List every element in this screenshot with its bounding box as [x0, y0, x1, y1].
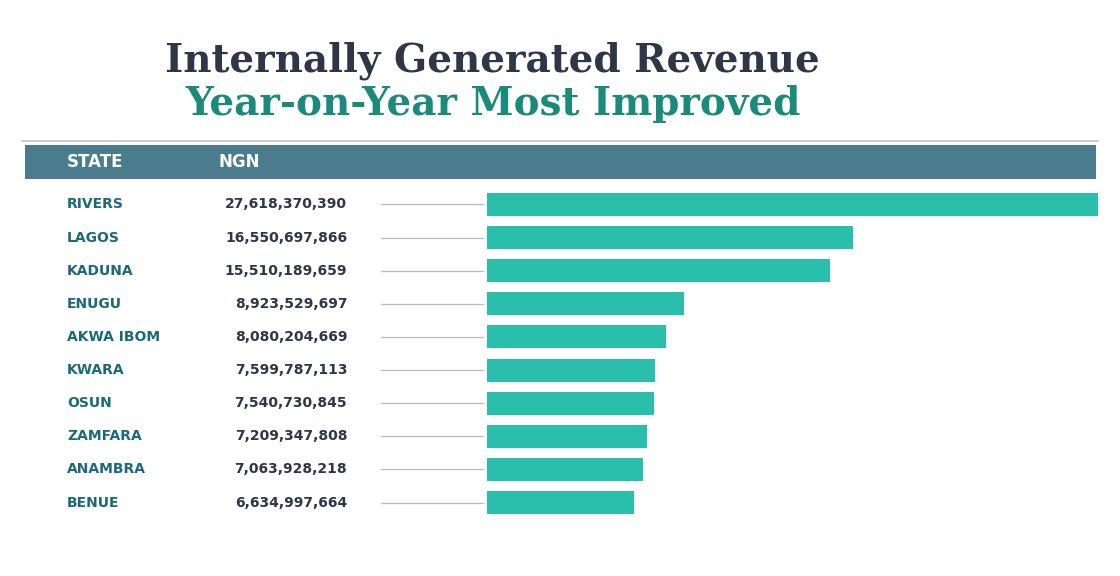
FancyBboxPatch shape: [25, 145, 1096, 179]
FancyBboxPatch shape: [487, 491, 634, 514]
Text: LAGOS: LAGOS: [67, 230, 120, 245]
Text: KWARA: KWARA: [67, 363, 124, 377]
Text: 7,209,347,808: 7,209,347,808: [235, 429, 347, 444]
Text: AKWA IBOM: AKWA IBOM: [67, 330, 160, 344]
Text: 27,618,370,390: 27,618,370,390: [225, 198, 347, 211]
Text: 6,634,997,664: 6,634,997,664: [235, 495, 347, 510]
Text: KADUNA: KADUNA: [67, 264, 133, 278]
Text: ANAMBRA: ANAMBRA: [67, 463, 147, 476]
Text: OSUN: OSUN: [67, 396, 112, 410]
Text: 8,080,204,669: 8,080,204,669: [235, 330, 347, 344]
Text: STATE: STATE: [67, 153, 123, 171]
Text: 16,550,697,866: 16,550,697,866: [225, 230, 347, 245]
FancyBboxPatch shape: [487, 425, 646, 448]
Text: NGN: NGN: [218, 153, 260, 171]
FancyBboxPatch shape: [487, 392, 654, 415]
FancyBboxPatch shape: [487, 226, 853, 249]
Text: 8,923,529,697: 8,923,529,697: [235, 297, 347, 311]
FancyBboxPatch shape: [487, 358, 655, 382]
FancyBboxPatch shape: [487, 259, 830, 282]
FancyBboxPatch shape: [487, 325, 665, 348]
Text: RIVERS: RIVERS: [67, 198, 124, 211]
Text: Internally Generated Revenue: Internally Generated Revenue: [166, 41, 820, 79]
FancyBboxPatch shape: [487, 293, 684, 316]
Text: ZAMFARA: ZAMFARA: [67, 429, 142, 444]
Text: Year-on-Year Most Improved: Year-on-Year Most Improved: [185, 85, 801, 123]
Text: BENUE: BENUE: [67, 495, 120, 510]
Text: ENUGU: ENUGU: [67, 297, 122, 311]
Text: 7,599,787,113: 7,599,787,113: [235, 363, 347, 377]
FancyBboxPatch shape: [487, 193, 1098, 216]
Text: 7,540,730,845: 7,540,730,845: [234, 396, 347, 410]
Text: 15,510,189,659: 15,510,189,659: [225, 264, 347, 278]
FancyBboxPatch shape: [487, 458, 643, 481]
Text: 7,063,928,218: 7,063,928,218: [234, 463, 347, 476]
